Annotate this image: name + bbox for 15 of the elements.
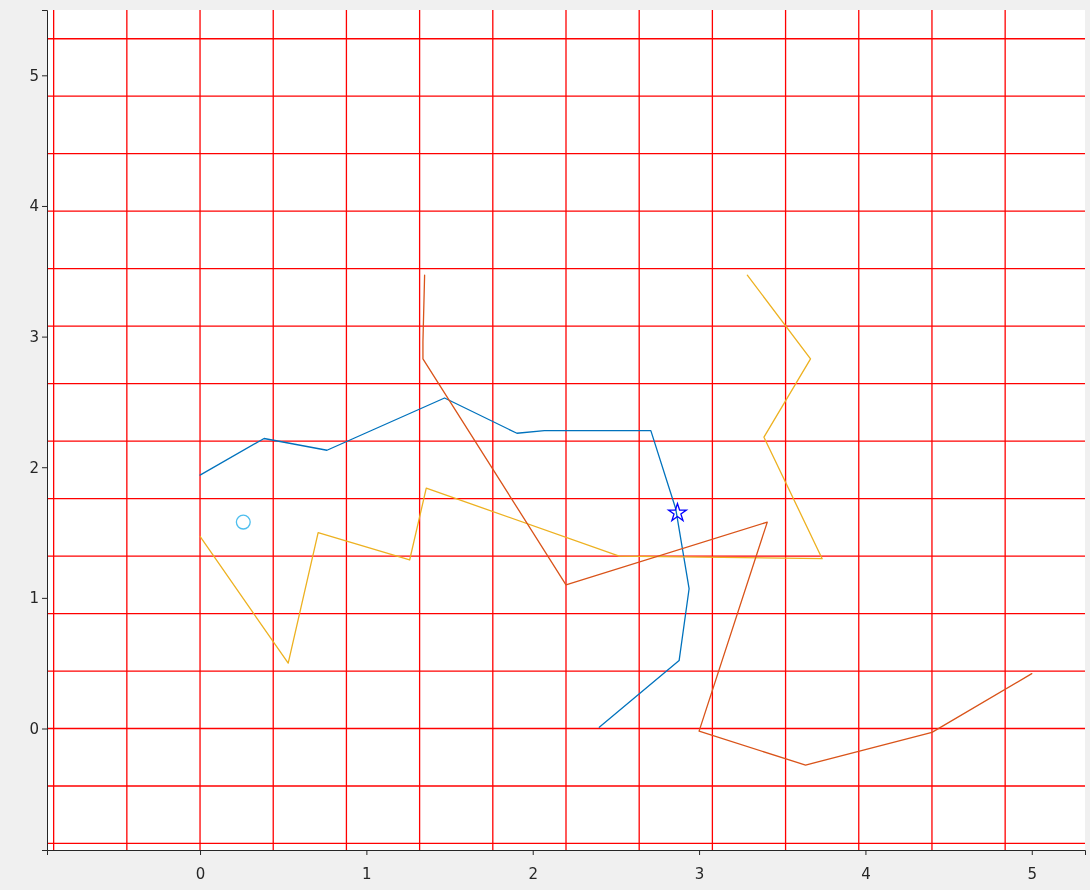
x-tick-label: 5 bbox=[1027, 865, 1038, 883]
y-tick-label: 3 bbox=[29, 327, 39, 346]
line-series bbox=[199, 274, 823, 664]
y-tick-label: 0 bbox=[29, 719, 39, 738]
x-tick-label: 0 bbox=[195, 865, 206, 883]
x-tick-label: 4 bbox=[861, 865, 871, 883]
x-tick-label: 1 bbox=[362, 865, 372, 883]
y-tick-label: 5 bbox=[29, 66, 39, 85]
y-tick-label: 2 bbox=[29, 458, 39, 477]
y-tick-label: 4 bbox=[29, 197, 39, 216]
y-tick-label: 1 bbox=[29, 589, 39, 608]
line-series bbox=[422, 274, 1033, 766]
x-tick-label: 3 bbox=[694, 865, 705, 883]
line-series bbox=[199, 397, 690, 728]
x-tick-label: 2 bbox=[528, 865, 538, 883]
